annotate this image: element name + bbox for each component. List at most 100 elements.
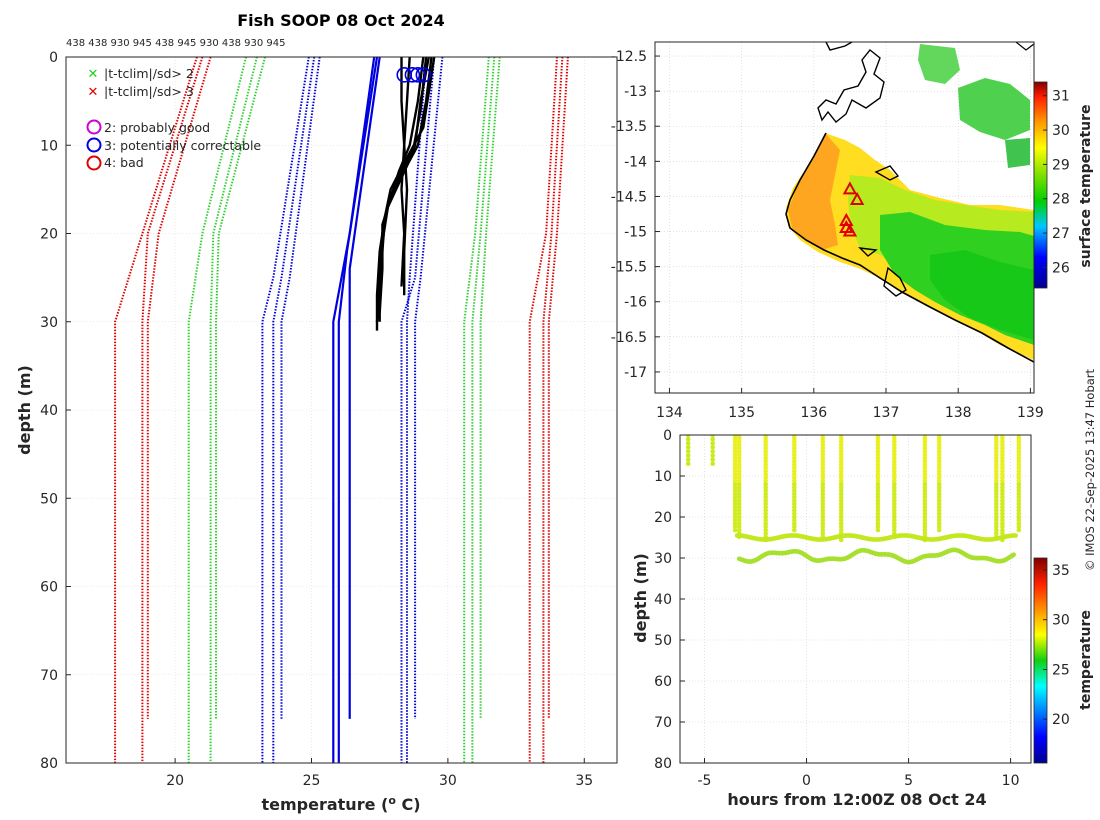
section-point	[838, 518, 844, 523]
map-x-tick-label: 136	[800, 405, 827, 421]
climatology-curve-mean	[280, 57, 321, 719]
section-point	[838, 514, 844, 520]
section-point	[922, 514, 928, 520]
qc-flag-circle	[410, 67, 426, 83]
section-point	[820, 495, 826, 500]
profile-panel: Fish SOOP 08 Oct 2024 438 438 930 945 43…	[15, 11, 618, 814]
section-point	[994, 458, 999, 464]
section-point	[838, 462, 844, 467]
section-point	[685, 435, 691, 438]
y-tick-label: 0	[49, 50, 58, 66]
section-point	[1016, 468, 1022, 474]
section-point	[732, 445, 738, 451]
section-point	[732, 436, 738, 441]
station-triangle	[839, 212, 854, 227]
section-point	[763, 478, 768, 484]
section-point	[732, 472, 738, 477]
section-point	[875, 511, 881, 516]
section-point	[1000, 449, 1005, 454]
temperature-colorbar-label: temperature	[1078, 610, 1094, 710]
section-point	[875, 472, 881, 477]
section-point	[1000, 452, 1005, 458]
y-tick-label: 50	[40, 491, 58, 507]
section-point	[820, 442, 826, 448]
section-point	[875, 485, 881, 490]
section-point	[763, 527, 768, 533]
section-point	[936, 527, 942, 533]
sst-colorbar-tick-label: 28	[1052, 192, 1070, 208]
section-point	[685, 445, 691, 450]
section-point	[820, 462, 826, 467]
legend-label: |t-tclim|/sd> 2	[104, 66, 194, 81]
section-point	[763, 521, 768, 526]
sst-map-panel: 134 135 136 137 138 139 -12.5 -13 -13.5 -14 -14.5…	[611, 41, 1094, 421]
model-profile-line	[332, 57, 376, 763]
section-point	[892, 462, 897, 467]
section-point	[736, 501, 742, 507]
section-point	[736, 488, 742, 494]
section-point	[1016, 495, 1022, 500]
section-point	[763, 462, 768, 467]
section-point	[936, 485, 942, 490]
section-point	[1000, 511, 1005, 516]
legend-entry-flag3: 3: potentially correctable	[86, 137, 261, 153]
section-point	[922, 439, 928, 444]
section-point	[892, 439, 897, 444]
section-point	[936, 439, 942, 444]
section-point	[892, 452, 897, 458]
section-point	[763, 458, 768, 464]
section-point	[1000, 498, 1005, 503]
section-point	[1000, 472, 1005, 477]
section-point	[892, 472, 897, 477]
section-point	[736, 465, 742, 471]
section-point	[922, 449, 928, 454]
section-point	[994, 465, 999, 471]
section-point	[792, 488, 797, 494]
section-point	[820, 481, 826, 487]
section-point	[936, 518, 942, 523]
section-point	[1016, 504, 1022, 510]
section-point	[763, 455, 768, 461]
section-point	[710, 457, 715, 462]
map-y-tick-label: -16.5	[611, 330, 647, 346]
section-point	[936, 449, 942, 454]
section-point	[994, 504, 999, 510]
section-point	[1016, 455, 1022, 461]
profile-y-ticks: 0 10 20 30 40 50 60 70 80	[40, 50, 71, 772]
section-point	[994, 511, 999, 516]
section-grid	[680, 434, 1031, 764]
section-point	[838, 521, 844, 526]
section-point	[736, 518, 742, 523]
section-point	[792, 514, 797, 520]
section-point	[838, 439, 844, 444]
section-x-tick-label: -5	[698, 773, 712, 789]
section-point	[820, 527, 826, 533]
sst-coolest-field	[930, 250, 1034, 340]
x-tick-label: 30	[439, 773, 457, 789]
climatology-curve--3sd	[141, 57, 204, 763]
qc-flag-circle	[415, 67, 432, 83]
section-point	[736, 511, 742, 516]
section-point	[732, 439, 738, 444]
section-point	[1011, 552, 1016, 557]
section-point	[922, 462, 928, 467]
section-point	[763, 439, 768, 444]
section-point	[875, 501, 881, 507]
section-point	[1000, 488, 1005, 494]
section-point	[838, 442, 844, 448]
section-point	[922, 465, 928, 471]
section-point	[820, 491, 826, 497]
climatology-curve-mean-right	[406, 57, 428, 763]
section-point	[838, 527, 844, 533]
section-point	[732, 518, 738, 523]
section-point	[838, 449, 844, 454]
section-point	[736, 439, 742, 444]
section-point	[763, 488, 768, 494]
section-point	[736, 468, 742, 474]
section-point	[1016, 481, 1022, 487]
profile-y-axis-label: depth (m)	[15, 365, 34, 455]
section-point	[732, 475, 738, 480]
section-points	[685, 435, 1022, 565]
section-point	[710, 436, 715, 442]
section-point	[820, 511, 826, 516]
